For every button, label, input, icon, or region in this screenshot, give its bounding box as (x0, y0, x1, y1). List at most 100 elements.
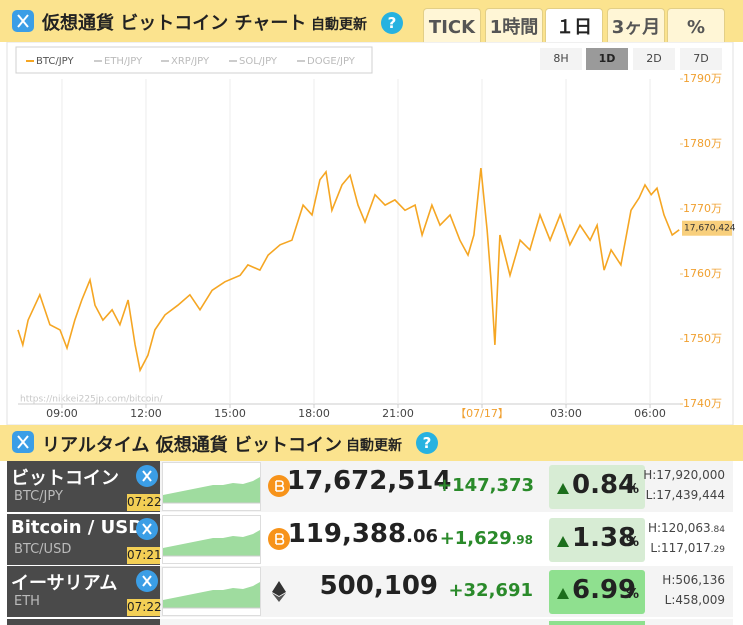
x-share-icon[interactable] (136, 465, 158, 487)
row-stub (7, 619, 733, 625)
x-tick-label: 09:00 (46, 407, 78, 420)
high-integer: H:120,063 (647, 520, 711, 535)
auto-update: 自動更新 (346, 438, 402, 454)
x-tick-label: 03:00 (550, 407, 582, 420)
name-cell[interactable]: Bitcoin / USD BTC/USD 07:21 (7, 513, 162, 565)
x-tick-label: 06:00 (634, 407, 666, 420)
tab[interactable]: TICK (423, 8, 481, 42)
thumbnail[interactable] (162, 462, 261, 511)
watermark: https://nikkei225jp.com/bitcoin/ (20, 395, 164, 405)
range-button[interactable] (633, 48, 675, 70)
legend-label[interactable]: SOL/JPY (239, 56, 278, 67)
up-arrow (557, 483, 569, 494)
name-cell[interactable]: イーサリアム ETH 07:22 (7, 566, 162, 617)
chart-panel (6, 42, 734, 425)
price-line (17, 168, 680, 373)
pct-box: 0.84% (549, 465, 645, 509)
range-label: 8H (553, 52, 568, 65)
change: +147,373 (437, 475, 534, 496)
change-integer: +32,691 (448, 580, 533, 601)
thumbnail[interactable] (162, 567, 261, 616)
pct-value: 1.38 (572, 522, 637, 553)
thumbnail-area (163, 582, 260, 608)
coin-icon (268, 475, 290, 497)
price-integer: 17,672,514 (287, 466, 452, 496)
table-title: リアルタイム 仮想通貨 ビットコイン (42, 435, 342, 456)
thumbnail-area (163, 529, 260, 556)
range-button[interactable] (680, 48, 722, 70)
tab[interactable]: １日 (545, 8, 603, 42)
change-decimals: .98 (511, 532, 533, 547)
chart: https://nikkei225jp.com/bitcoin/ BTC/JPY… (6, 42, 736, 425)
coin-name: Bitcoin / USD (11, 516, 144, 538)
x-tick-label: 21:00 (382, 407, 414, 420)
row-stub-left (7, 619, 160, 625)
eth-bottom (272, 593, 286, 602)
range-button[interactable] (586, 48, 628, 70)
x-logo (142, 522, 152, 535)
change-integer: +1,629 (439, 527, 512, 549)
y-tick-label: 1740万 (683, 397, 722, 410)
pct-unit: % (626, 482, 640, 497)
x-logo (142, 470, 152, 482)
coin-icon (268, 527, 290, 550)
coin-icon (268, 580, 290, 602)
row-stub-pct (549, 621, 645, 625)
help-button[interactable]: ? (381, 12, 403, 34)
low: L:117,017.29 (637, 541, 725, 555)
range-button[interactable] (540, 48, 582, 70)
update-time: 07:22 (127, 494, 162, 511)
legend-label[interactable]: XRP/JPY (171, 56, 210, 67)
low-decimals: .29 (710, 544, 725, 555)
price-integer: 500,109 (319, 571, 438, 601)
auto-update: 自動更新 (311, 17, 367, 33)
tab[interactable]: 3ヶ月 (607, 8, 665, 42)
thumbnail-chart (163, 477, 260, 504)
header-title: 仮想通貨 ビットコイン チャート (42, 13, 307, 34)
chart-group: https://nikkei225jp.com/bitcoin/ BTC/JPY… (6, 42, 736, 425)
high: H:506,136 (637, 573, 725, 587)
top-header: 仮想通貨 ビットコイン チャート 自動更新 ? TICK 1時間 １日 3ヶ月% (0, 0, 743, 42)
legend-label[interactable]: ETH/JPY (104, 56, 143, 67)
price: 500,109 (287, 571, 438, 601)
pct-unit: % (626, 534, 640, 550)
current-value-label: 17,670,424 (684, 224, 736, 234)
thumbnail-chart (163, 582, 260, 609)
x-share-icon[interactable] (12, 431, 34, 453)
price-integer: 119,388 (287, 518, 407, 549)
y-tick-label: 1770万 (683, 202, 722, 215)
range-label: 1D (599, 52, 616, 65)
high-decimals: .84 (710, 524, 725, 535)
high-integer: H:506,136 (662, 573, 725, 587)
x-share-icon[interactable] (136, 517, 158, 540)
low: L:17,439,444 (637, 488, 725, 502)
eth-icon (272, 581, 286, 602)
y-tick-label: 1760万 (683, 267, 722, 280)
x-tick-label: 12:00 (130, 407, 162, 420)
name-cell[interactable]: ビットコイン BTC/JPY 07:22 (7, 461, 162, 512)
change: +32,691 (437, 580, 533, 601)
range-label: 7D (693, 52, 708, 65)
price-decimals: .06 (406, 525, 438, 547)
thumbnail[interactable] (162, 514, 261, 564)
update-time: 07:22 (127, 599, 162, 616)
range-label: 2D (646, 52, 661, 65)
legend-label[interactable]: DOGE/JPY (307, 56, 356, 67)
price: 119,388.06 (287, 519, 438, 549)
change: +1,629.98 (437, 528, 533, 549)
coin-code: ETH (14, 594, 40, 609)
btc-icon (268, 527, 290, 550)
help-button[interactable]: ? (416, 432, 438, 454)
coin-code: BTC/USD (14, 541, 72, 557)
x-logo (17, 435, 29, 449)
legend-label[interactable]: BTC/JPY (36, 56, 74, 67)
x-share-icon[interactable] (136, 570, 158, 592)
x-share-icon[interactable] (12, 10, 34, 32)
low-integer: L:17,439,444 (645, 488, 725, 502)
tab[interactable]: % (667, 8, 725, 42)
coin-name: イーサリアム (11, 573, 118, 594)
x-logo (142, 575, 152, 587)
high-integer: H:17,920,000 (643, 468, 725, 482)
tab[interactable]: 1時間 (485, 8, 543, 42)
